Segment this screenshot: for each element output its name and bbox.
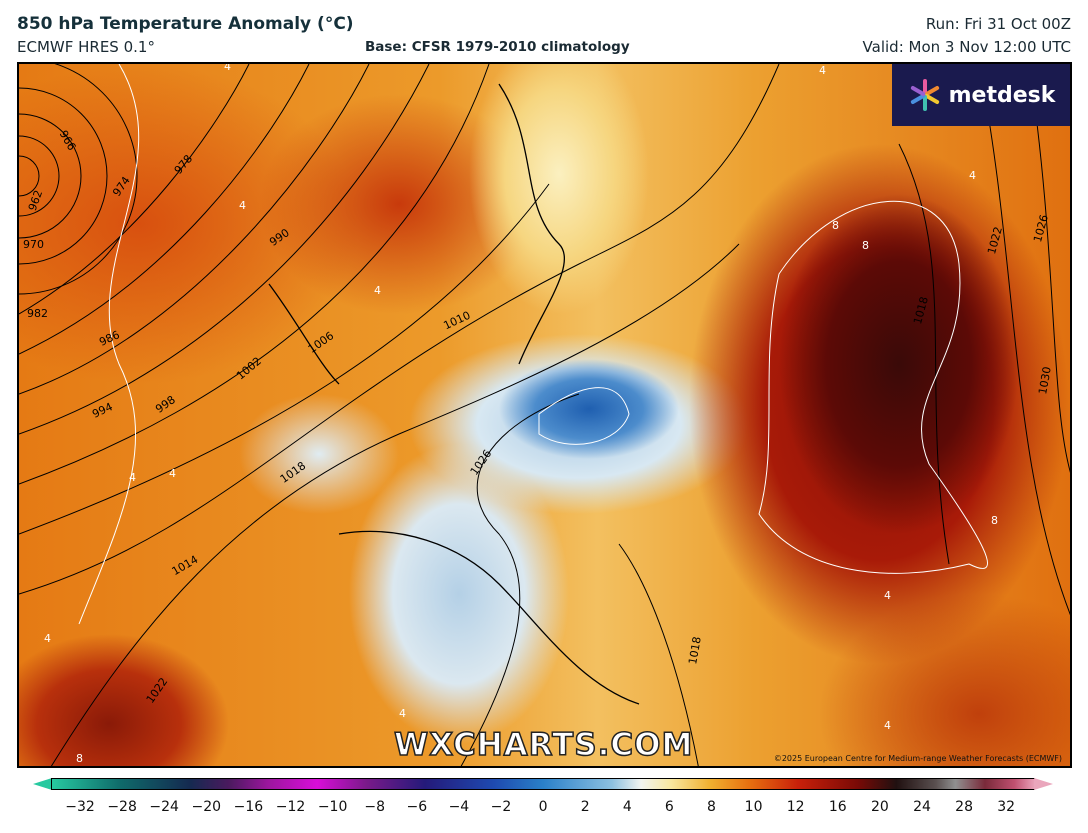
anomaly-label: 4 — [374, 284, 381, 297]
colorbar-tick-label: 32 — [997, 799, 1016, 815]
anomaly-label: 8 — [832, 219, 839, 232]
valid-time: Valid: Mon 3 Nov 12:00 UTC — [862, 38, 1071, 56]
wxcharts-watermark: WXCHARTS.COM — [393, 726, 694, 764]
colorbar-gradient — [51, 778, 1035, 790]
metdesk-logo: metdesk — [892, 64, 1070, 126]
climatology-base: Base: CFSR 1979-2010 climatology — [365, 39, 630, 55]
isobar-lines — [19, 64, 1070, 766]
anomaly-label: 4 — [969, 169, 976, 182]
isobar-label: 982 — [27, 307, 48, 320]
anomaly-label: 4 — [399, 707, 406, 720]
metdesk-logo-text: metdesk — [948, 82, 1056, 108]
anomaly-label: 8 — [862, 239, 869, 252]
colorbar-tick-label: −8 — [364, 799, 386, 815]
anomaly-map: 966 962 970 974 978 982 986 990 994 998 … — [17, 62, 1072, 768]
colorbar-tick-label: 8 — [707, 799, 716, 815]
anomaly-label: 4 — [239, 199, 246, 212]
colorbar-tick-label: 16 — [828, 799, 847, 815]
colorbar-tick-label: 10 — [744, 799, 763, 815]
anomaly-label: 4 — [44, 632, 51, 645]
colorbar-tick-label: −10 — [317, 799, 348, 815]
isobar-label: 970 — [23, 238, 44, 251]
anomaly-label: 4 — [884, 719, 891, 732]
colorbar-tick-label: −2 — [490, 799, 512, 815]
colorbar-tick-label: 28 — [955, 799, 974, 815]
anomaly-label: 4 — [129, 471, 136, 484]
colorbar-tick-label: −28 — [107, 799, 137, 815]
run-time: Run: Fri 31 Oct 00Z — [925, 15, 1071, 33]
anomaly-label: 4 — [224, 62, 231, 73]
colorbar-tick-label: 4 — [622, 799, 632, 815]
colorbar-tick-label: 20 — [870, 799, 889, 815]
colorbar-tick-label: −4 — [448, 799, 470, 815]
colorbar — [33, 778, 1053, 790]
anomaly-label: 4 — [169, 467, 176, 480]
anomaly-label: 4 — [819, 64, 826, 77]
anomaly-label: 4 — [884, 589, 891, 602]
colorbar-min-arrow — [33, 778, 52, 790]
anomaly-label: 8 — [76, 752, 83, 765]
colorbar-max-arrow — [1034, 778, 1053, 790]
colorbar-tick-label: −24 — [149, 799, 179, 815]
colorbar-tick-label: 2 — [580, 799, 590, 815]
copyright-notice: ©2025 European Centre for Medium-range W… — [773, 754, 1062, 763]
metdesk-star-icon — [907, 77, 943, 113]
colorbar-tick-label: 24 — [913, 799, 931, 815]
colorbar-tick-label: −6 — [406, 799, 428, 815]
colorbar-tick-label: 6 — [664, 799, 674, 815]
model-label: ECMWF HRES 0.1° — [17, 38, 155, 56]
map-title: 850 hPa Temperature Anomaly (°C) — [17, 14, 354, 34]
colorbar-tick-label: 12 — [786, 799, 805, 815]
colorbar-tick-label: −16 — [233, 799, 264, 815]
colorbar-tick-label: −32 — [65, 799, 95, 815]
colorbar-tick-label: −20 — [191, 799, 222, 815]
anomaly-label: 8 — [991, 514, 998, 527]
colorbar-tick-label: −12 — [275, 799, 306, 815]
colorbar-tick-label: 0 — [538, 799, 548, 815]
